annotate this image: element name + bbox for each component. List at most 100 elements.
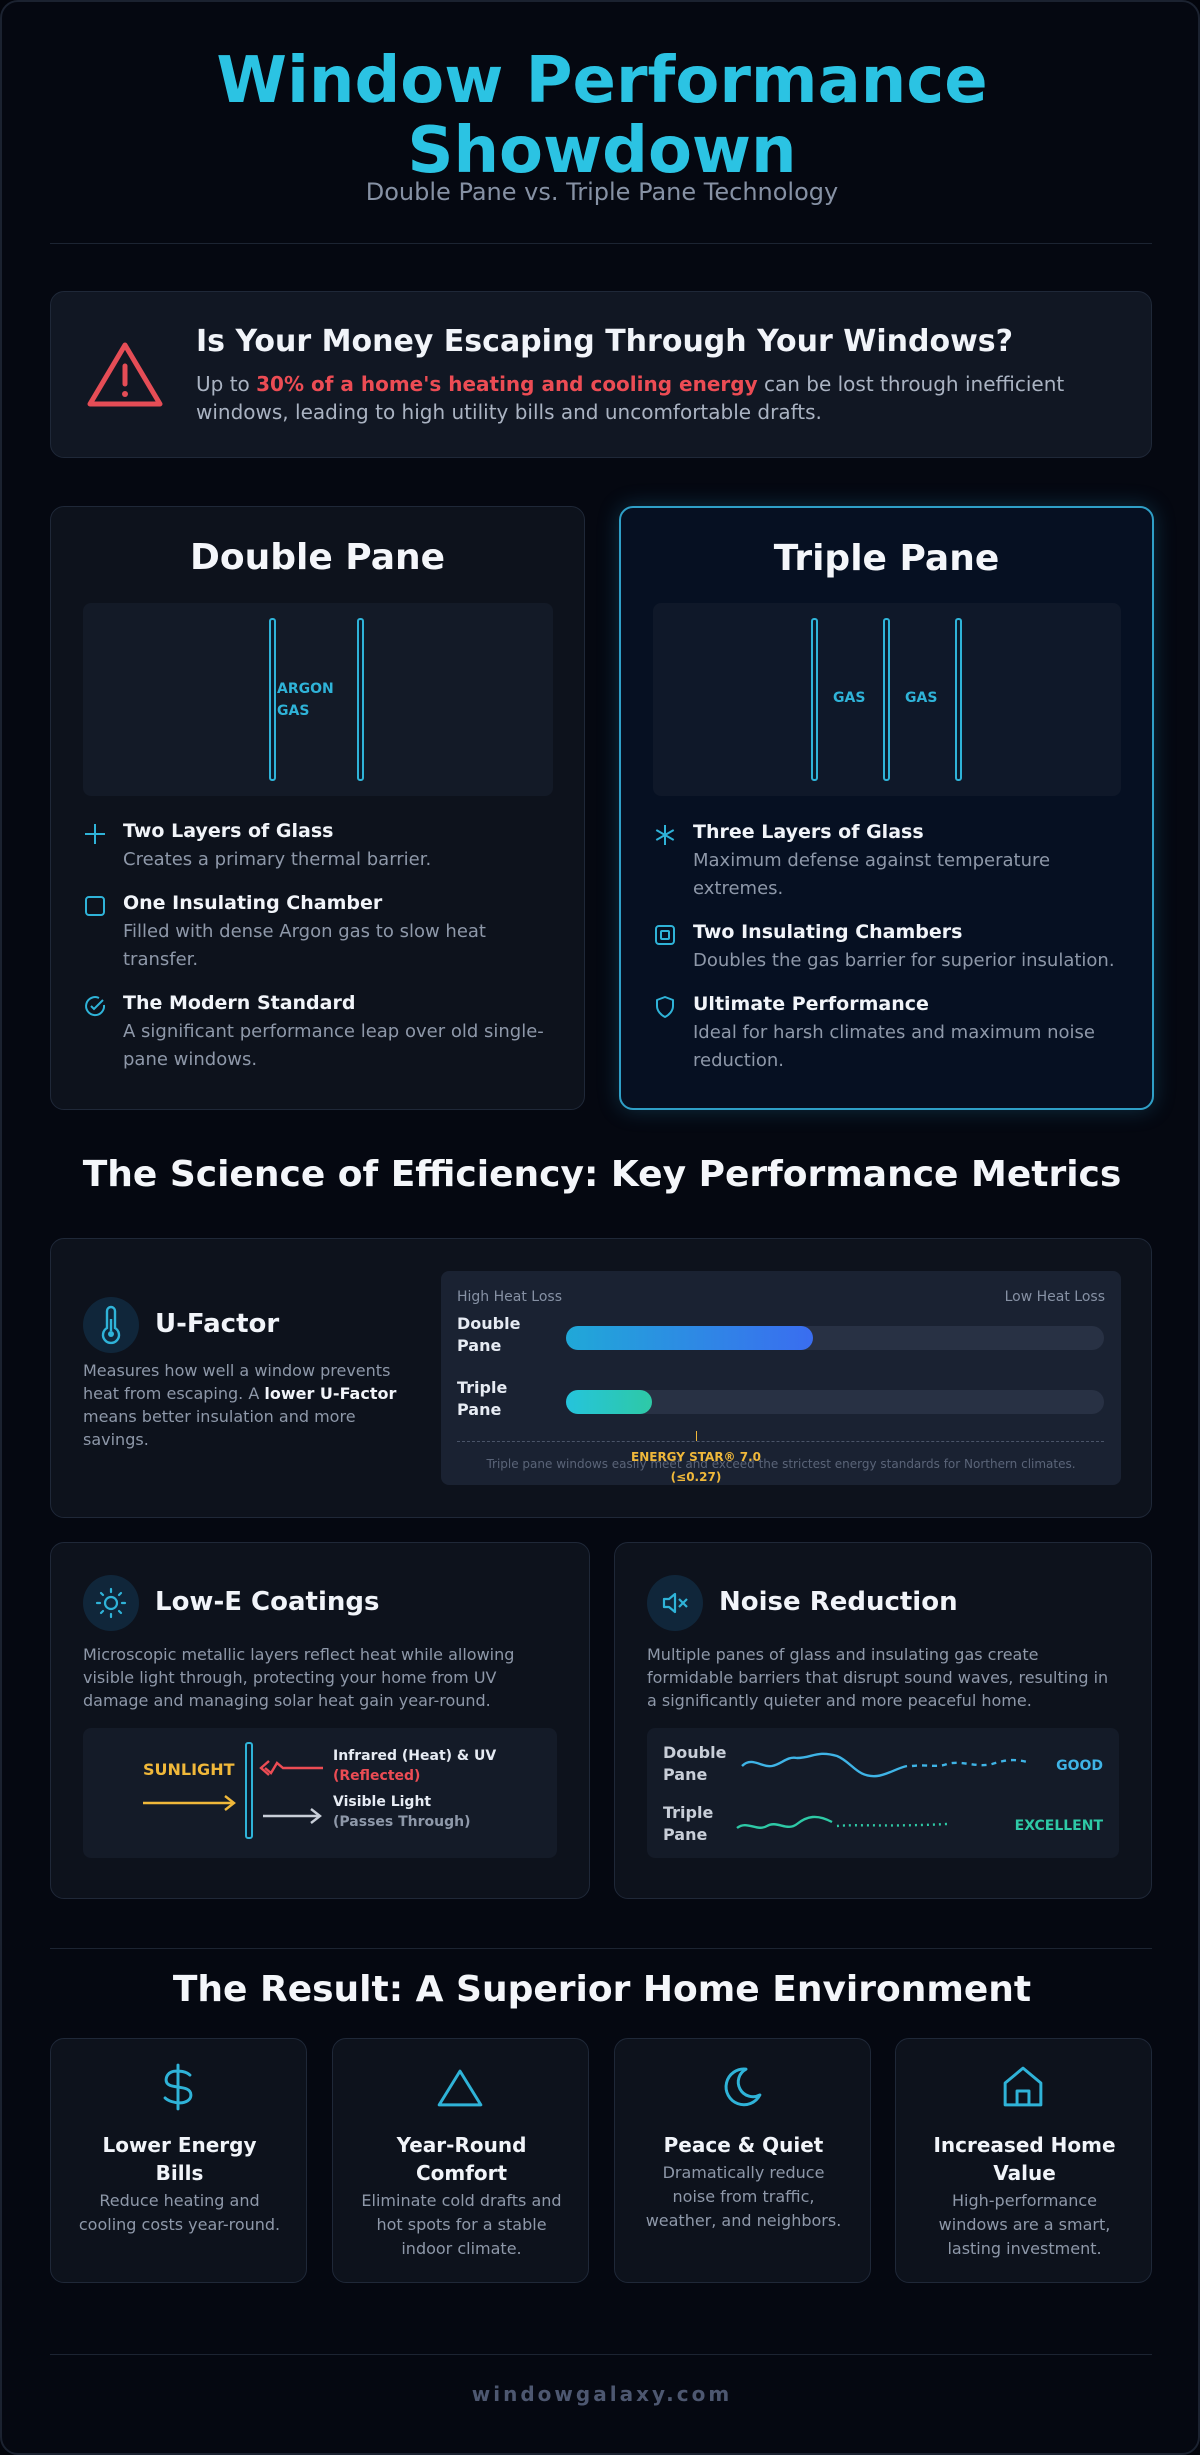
footer-brand: windowgalaxy.com (471, 2382, 733, 2406)
feature-title: Three Layers of Glass (693, 821, 924, 843)
lowe-arrows (143, 1742, 323, 1839)
result-desc: Eliminate cold drafts and hot spots for a… (361, 2191, 562, 2258)
result-card-energy: Lower Energy Bills Reduce heating and cool… (50, 2038, 307, 2283)
result-desc: Reduce heating and cooling costs year-rou… (78, 2191, 281, 2234)
lowe-diagram: SUNLIGHT Infrared (Heat) & UV (Reflected… (83, 1728, 557, 1858)
lowe-card: Low-E Coatings Microscopic metallic laye… (50, 1542, 590, 1899)
ufactor-title: U-Factor (155, 1309, 280, 1339)
result-card-value: Increased Home Value High-performance wind… (895, 2038, 1152, 2283)
rating-triple: EXCELLENT (1014, 1818, 1103, 1834)
bar-fill-triple (566, 1390, 653, 1414)
glass-layer (811, 618, 818, 781)
noise-label-double: Double Pane (663, 1743, 727, 1784)
icon-badge (83, 1297, 139, 1353)
scale-left-label: High Heat Loss (457, 1289, 562, 1305)
glass-layer (955, 618, 962, 781)
metrics-section-title: The Science of Efficiency: Key Performan… (82, 1154, 1122, 1195)
snowflake-icon (655, 825, 675, 845)
double-pane-title: Double Pane (189, 537, 446, 578)
check-circle-icon (85, 996, 106, 1017)
glass-layer (357, 618, 364, 781)
feature-desc: Maximum defense against temperature extr… (693, 850, 1051, 899)
bar-label-double: Double Pane (457, 1314, 521, 1355)
result-title: Peace & Quiet (663, 2133, 824, 2157)
infrared-label: Infrared (Heat) & UV (Reflected) (333, 1748, 497, 1784)
noise-title: Noise Reduction (719, 1587, 958, 1617)
visible-light-label: Visible Light (Passes Through) (333, 1794, 471, 1830)
feature-desc: Creates a primary thermal barrier. (123, 849, 432, 870)
scale-right-label: Low Heat Loss (1004, 1289, 1105, 1305)
warning-triangle-icon (87, 342, 163, 407)
double-pane-card: Double Pane ARGON GAS Two Layers of Glas… (50, 506, 585, 1110)
rating-double: GOOD (1056, 1758, 1103, 1774)
bar-track-triple (566, 1390, 1104, 1414)
bar-track-double (566, 1326, 1104, 1350)
nested-square-icon (655, 925, 675, 945)
ufactor-desc: Measures how well a window prevents heat… (83, 1361, 397, 1449)
double-pane-diagram: ARGON GAS (83, 603, 553, 796)
lowe-desc: Microscopic metallic layers reflect heat… (83, 1645, 515, 1710)
alert-title: Is Your Money Escaping Through Your Wind… (196, 324, 1014, 359)
thermometer-icon (101, 1305, 121, 1345)
result-card-quiet: Peace & Quiet Dramatically reduce noise f… (614, 2038, 871, 2283)
triple-pane-diagram: GAS GAS (653, 603, 1121, 796)
square-icon (85, 896, 105, 916)
icon-badge (83, 1575, 139, 1631)
results-section-title: The Result: A Superior Home Environment (172, 1969, 1032, 2010)
plus-icon (85, 824, 105, 844)
energy-star-label: ENERGY STAR® 7.0 (≤0.27) (631, 1450, 761, 1484)
feature-desc: Filled with dense Argon gas to slow heat… (123, 921, 486, 970)
threshold-line (457, 1441, 1104, 1442)
sunlight-label: SUNLIGHT (143, 1760, 235, 1779)
icon-badge (647, 1575, 703, 1631)
gas-label: ARGON GAS (277, 681, 334, 719)
lowe-title: Low-E Coatings (155, 1587, 380, 1617)
ufactor-footnote: Triple pane windows easily meet and exce… (486, 1457, 1076, 1471)
result-title: Year-Round Comfort (396, 2133, 527, 2185)
triple-pane-card: Triple Pane GAS GAS Three Layers of Glas… (619, 506, 1154, 1110)
triangle-icon (437, 2069, 483, 2107)
feature-title: One Insulating Chamber (123, 892, 383, 914)
dollar-icon (163, 2063, 193, 2111)
page-subtitle: Double Pane vs. Triple Pane Technology (365, 178, 839, 206)
ufactor-chart: High Heat Loss Low Heat Loss Double Pane … (441, 1271, 1121, 1485)
gas-label: GAS (905, 690, 938, 706)
feature-title: Ultimate Performance (693, 993, 929, 1015)
noise-desc: Multiple panes of glass and insulating g… (647, 1645, 1109, 1710)
divider (50, 2354, 1152, 2355)
noise-diagram: Double Pane Triple Pane GOOD EXCELLENT (647, 1728, 1119, 1858)
feature-title: Two Layers of Glass (123, 820, 334, 842)
ufactor-card: U-Factor Measures how well a window prev… (50, 1238, 1152, 1518)
speaker-muted-icon (662, 1592, 688, 1614)
feature-desc: Ideal for harsh climates and maximum noi… (693, 1022, 1095, 1071)
title-line-1: Window Performance (216, 44, 988, 118)
moon-icon (724, 2067, 762, 2107)
energy-star-tick (696, 1431, 697, 1441)
sun-icon (95, 1587, 127, 1619)
result-desc: High-performance windows are a smart, last… (938, 2191, 1111, 2258)
page-title: Window Performance Showdown (2, 44, 1198, 188)
result-title: Increased Home Value (933, 2133, 1116, 2185)
feature-title: The Modern Standard (123, 992, 356, 1014)
gas-label: GAS (833, 690, 866, 706)
noise-card: Noise Reduction Multiple panes of glass … (614, 1542, 1152, 1899)
triple-pane-title: Triple Pane (773, 538, 1000, 579)
sound-waves (736, 1752, 1028, 1830)
bar-fill-double (566, 1326, 814, 1350)
noise-label-triple: Triple Pane (663, 1803, 714, 1844)
title-line-2: Showdown (407, 114, 797, 188)
glass-layer (883, 618, 890, 781)
feature-desc: Doubles the gas barrier for superior ins… (693, 950, 1115, 971)
result-card-comfort: Year-Round Comfort Eliminate cold drafts … (332, 2038, 589, 2283)
feature-title: Two Insulating Chambers (693, 921, 963, 943)
alert-highlight: 30% of a home's heating and cooling ener… (256, 372, 758, 396)
bar-label-triple: Triple Pane (457, 1378, 508, 1419)
alert-card: Is Your Money Escaping Through Your Wind… (50, 291, 1152, 458)
home-icon (1003, 2066, 1043, 2107)
alert-text: Up to 30% of a home's heating and coolin… (196, 372, 1065, 424)
divider (50, 1948, 1152, 1949)
feature-desc: A significant performance leap over old … (123, 1021, 544, 1070)
glass-layer (269, 618, 276, 781)
result-desc: Dramatically reduce noise from traffic, we… (645, 2163, 842, 2230)
